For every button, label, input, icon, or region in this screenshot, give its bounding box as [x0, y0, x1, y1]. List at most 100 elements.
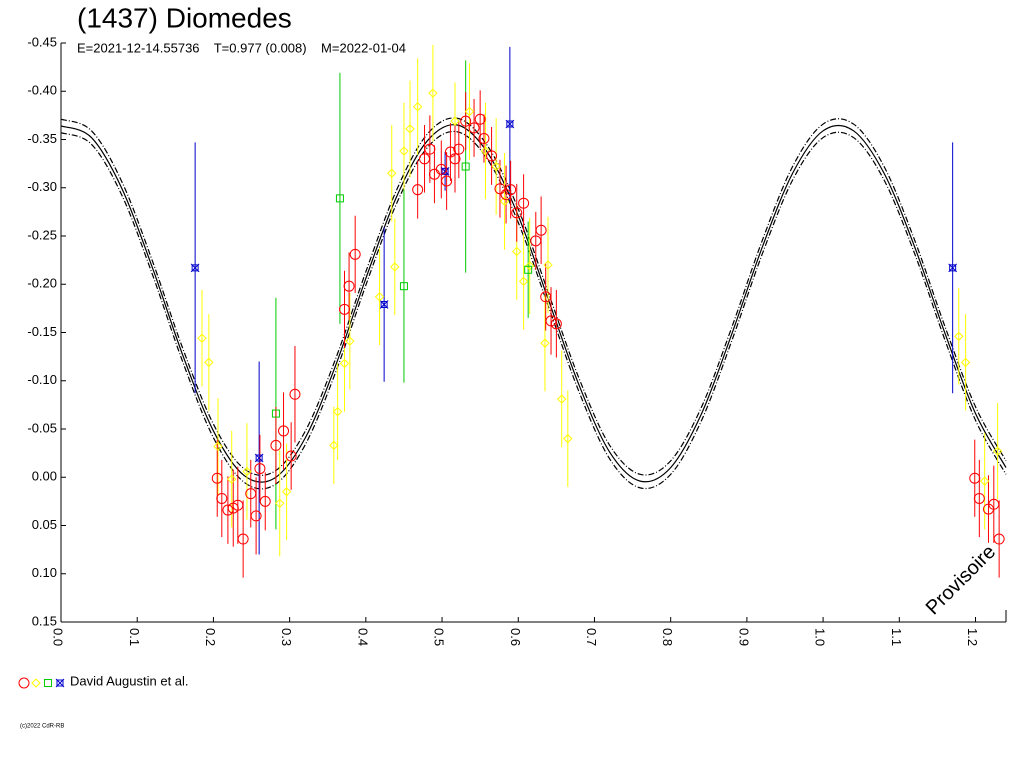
data-point	[222, 504, 234, 516]
data-point	[245, 488, 257, 500]
data-point	[460, 115, 472, 127]
data-point	[211, 472, 223, 484]
data-point	[335, 194, 344, 203]
legend-symbol	[44, 679, 52, 687]
data-point	[988, 498, 1000, 510]
data-point	[281, 487, 292, 497]
data-point	[505, 184, 517, 196]
x-tick-label: 0.7	[584, 628, 599, 646]
data-point	[453, 143, 465, 155]
data-point	[478, 133, 490, 145]
x-tick-label: 0.4	[355, 628, 370, 646]
data-point	[480, 146, 491, 156]
data-point	[461, 162, 470, 171]
y-tick-label: -0.15	[27, 324, 57, 339]
y-tick-label: -0.35	[27, 131, 57, 146]
y-tick-label: -0.30	[27, 179, 57, 194]
data-point	[511, 207, 523, 219]
data-point	[993, 533, 1005, 545]
data-point	[550, 318, 562, 330]
data-point	[405, 124, 415, 134]
legend-symbol	[18, 677, 30, 689]
data-point	[494, 183, 506, 195]
data-point	[390, 262, 400, 272]
data-point	[424, 143, 436, 155]
y-tick-label: 0.15	[32, 613, 57, 628]
data-point	[285, 450, 297, 462]
y-tick-label: -0.40	[27, 83, 57, 98]
data-point	[505, 119, 515, 129]
data-point	[540, 291, 552, 303]
footer: (c)2022 CdR-RB	[20, 724, 64, 730]
data-point	[545, 315, 557, 327]
data-point	[339, 358, 350, 369]
y-tick-label: 0.00	[32, 469, 57, 484]
x-tick-label: 0.2	[203, 628, 218, 646]
data-point	[349, 248, 361, 260]
x-tick-label: 1.1	[889, 628, 904, 646]
data-point	[474, 113, 486, 125]
data-point	[329, 440, 339, 451]
data-point	[450, 116, 460, 126]
data-point	[969, 472, 981, 484]
data-point	[412, 101, 423, 112]
data-point	[948, 263, 958, 273]
chart-title: (1437) Diomedes	[77, 2, 292, 33]
data-point	[242, 466, 252, 477]
data-point	[518, 276, 529, 287]
data-point	[960, 357, 971, 368]
x-tick-label: 0.8	[660, 628, 675, 646]
chart-subtitle: E=2021-12-14.55736 T=0.977 (0.008) M=202…	[77, 40, 406, 55]
data-point	[491, 161, 501, 172]
data-point	[543, 260, 553, 270]
y-tick-label: -0.05	[27, 420, 57, 435]
y-tick-label: -0.10	[27, 372, 57, 387]
x-tick-label: 1.0	[813, 628, 828, 646]
data-point	[524, 261, 535, 271]
stamp: Provisoire	[922, 541, 1000, 619]
data-point	[563, 433, 573, 444]
data-point	[254, 453, 264, 463]
legend-symbol	[55, 678, 65, 688]
data-point	[250, 510, 262, 522]
x-tick-label: 0.6	[508, 628, 523, 646]
data-point	[441, 175, 453, 187]
x-tick-label: 1.2	[965, 628, 980, 646]
fit-curve	[60, 117, 1007, 476]
data-point	[499, 196, 510, 206]
data-point	[556, 394, 567, 404]
data-point	[540, 338, 550, 348]
data-point	[973, 492, 985, 504]
data-point	[227, 474, 237, 484]
y-tick-label: -0.25	[27, 227, 57, 242]
y-tick-label: -0.45	[27, 34, 57, 49]
data-point	[468, 122, 480, 134]
legend-symbol	[31, 678, 41, 688]
data-point	[259, 495, 271, 507]
x-tick-label: 0.9	[736, 628, 751, 646]
data-point	[278, 425, 290, 437]
data-point	[237, 533, 249, 545]
y-tick-label: 0.10	[32, 565, 57, 580]
legend-label: David Augustin et al.	[70, 673, 189, 688]
x-tick-label: 0.5	[432, 628, 447, 646]
data-point	[343, 280, 355, 292]
data-point	[979, 476, 990, 486]
data-point	[345, 336, 355, 346]
data-point	[428, 88, 438, 98]
data-point	[419, 153, 431, 165]
data-point	[332, 406, 343, 417]
data-point	[524, 265, 533, 274]
data-point	[449, 153, 461, 165]
data-point	[412, 184, 424, 196]
data-point	[954, 331, 964, 342]
data-point	[339, 303, 350, 315]
data-point	[518, 197, 530, 209]
data-point	[275, 498, 285, 509]
data-point	[464, 106, 475, 117]
data-point	[387, 168, 397, 178]
data-point	[399, 146, 409, 156]
data-point	[374, 292, 385, 302]
